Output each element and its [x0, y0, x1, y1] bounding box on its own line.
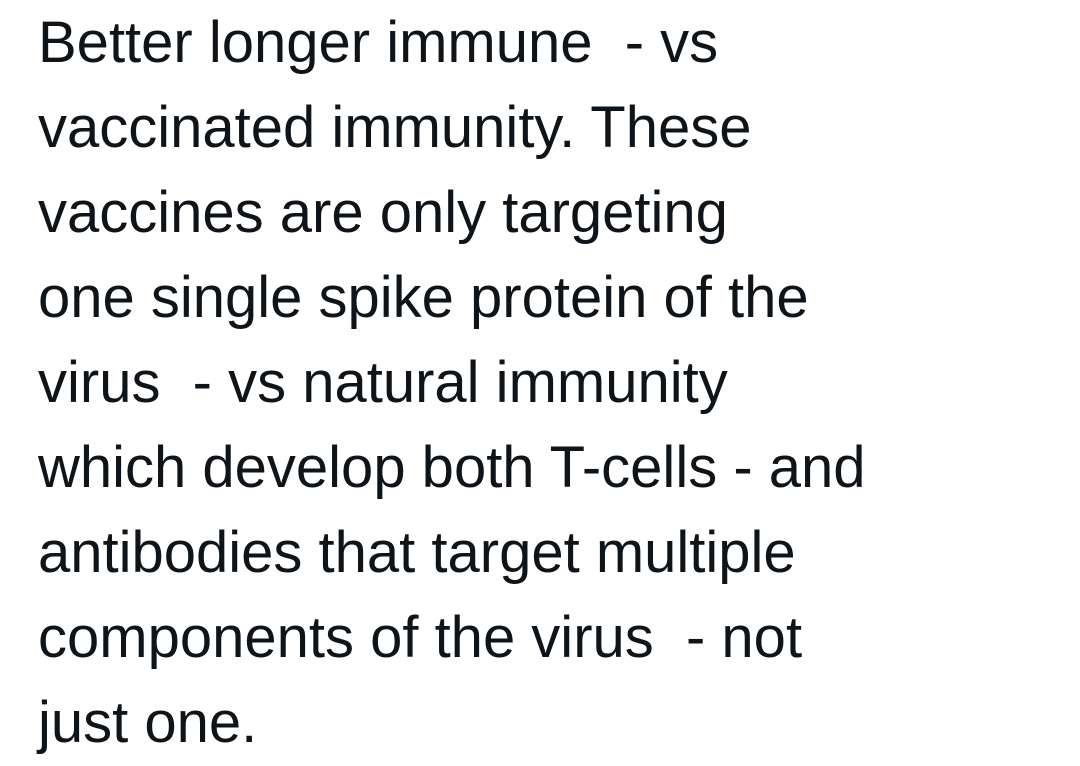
tweet-text-line-2: vaccinated immunity. These	[38, 95, 752, 160]
tweet-text-line-6: which develop both T-cells - and	[38, 435, 866, 500]
tweet-text-line-8: components of the virus - not	[38, 605, 803, 670]
tweet-text-line-5: virus - vs natural immunity	[38, 350, 728, 415]
tweet-text-line-9: just one.	[38, 690, 258, 755]
tweet-text-line-1: Better longer immune - vs	[38, 10, 719, 75]
tweet-text-line-4: one single spike protein of the	[38, 265, 809, 330]
tweet-text: Better longer immune - vs vaccinated imm…	[38, 0, 1068, 765]
tweet-text-line-7: antibodies that target multiple	[38, 520, 796, 585]
tweet-text-line-3: vaccines are only targeting	[38, 180, 728, 245]
